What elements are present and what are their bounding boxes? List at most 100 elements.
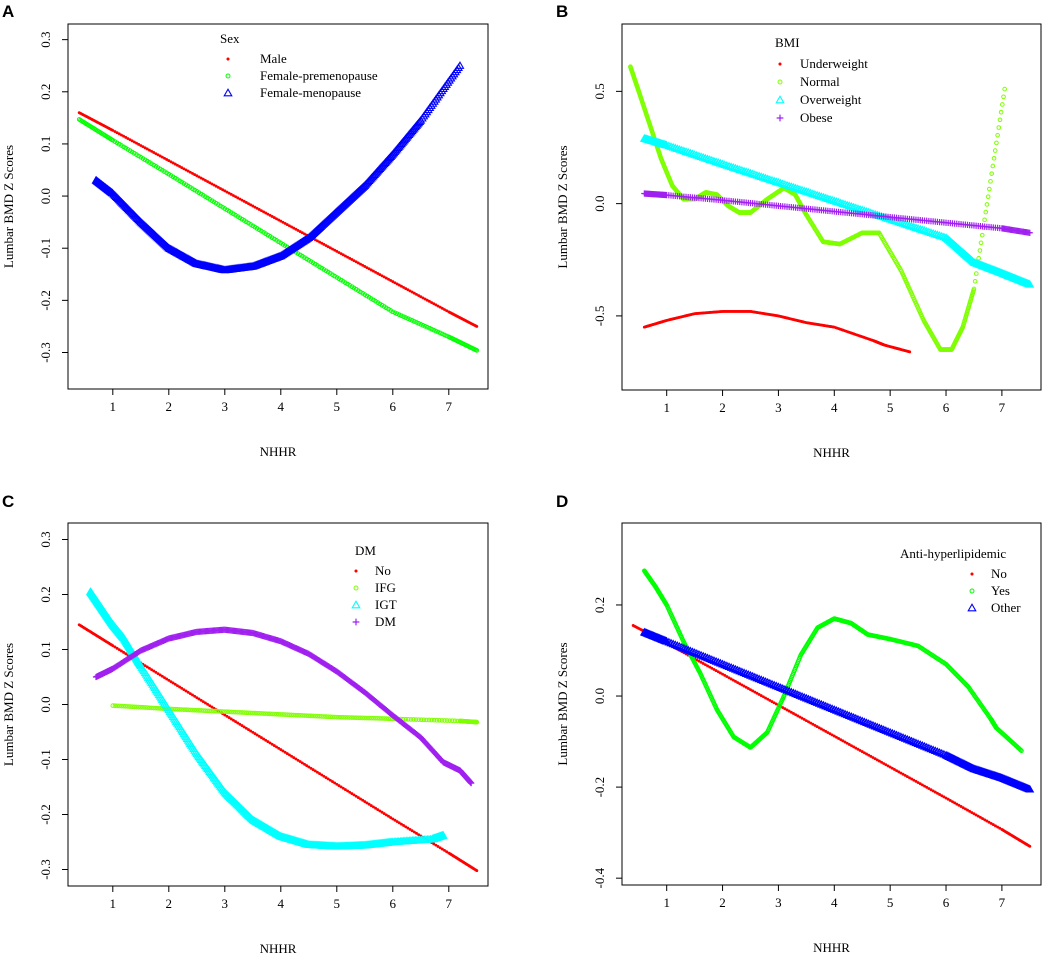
data-point — [150, 668, 153, 672]
data-point — [808, 696, 818, 705]
data-point — [752, 170, 762, 179]
y-tick-label: -0.3 — [38, 859, 53, 880]
data-point — [189, 257, 199, 266]
data-point — [368, 715, 374, 721]
legend-entry: DM — [375, 614, 396, 629]
data-point — [128, 138, 132, 142]
data-point — [445, 850, 449, 854]
data-point — [395, 820, 399, 823]
data-point — [250, 710, 256, 716]
data-point — [880, 760, 883, 764]
data-point — [824, 729, 828, 733]
data-point — [317, 713, 322, 719]
data-point — [946, 797, 950, 801]
legend-entry: No — [991, 566, 1007, 581]
data-point — [377, 716, 383, 721]
data-point — [352, 259, 356, 263]
data-point — [374, 806, 377, 810]
data-point — [147, 666, 151, 670]
data-point — [911, 738, 921, 747]
data-point — [181, 253, 191, 262]
data-point — [971, 286, 977, 292]
data-point — [328, 246, 332, 250]
data-point — [403, 716, 409, 722]
data-point — [440, 847, 444, 851]
data-point — [386, 716, 391, 721]
data-point — [786, 687, 796, 696]
x-tick-label: 4 — [278, 399, 285, 414]
data-point — [898, 733, 908, 741]
data-point — [174, 249, 183, 257]
data-point — [177, 707, 182, 712]
data-point — [257, 734, 261, 738]
data-point — [184, 255, 194, 263]
data-point — [718, 159, 728, 168]
data-point — [992, 148, 998, 153]
data-point — [774, 702, 778, 706]
data-point — [917, 740, 927, 749]
data-point — [268, 213, 272, 217]
data-point — [183, 707, 189, 713]
data-point — [932, 230, 942, 239]
data-point — [903, 773, 907, 777]
data-point — [823, 702, 833, 711]
data-point — [264, 738, 268, 742]
data-point — [735, 666, 745, 675]
data-point — [261, 711, 266, 716]
data-point — [813, 723, 817, 727]
data-point — [776, 683, 786, 691]
data-point — [670, 640, 680, 649]
panel-b: 1 2 3 4 5 6 7 -0.5 0.0 0.5 NHHR Lumbar BMD Z Scores… — [555, 23, 1042, 460]
data-point — [814, 698, 824, 707]
data-point — [666, 142, 676, 150]
data-point — [199, 176, 203, 180]
data-point — [436, 845, 440, 848]
data-point — [354, 260, 358, 264]
panel-a: 1 2 3 4 5 6 7 -0.3 -0.2 -0.1 0.0 0.1 0.2 0.3 NHHR Lumba… — [1, 23, 489, 459]
data-point — [814, 191, 824, 200]
data-point — [281, 749, 285, 753]
data-point — [765, 678, 775, 687]
data-point — [698, 651, 708, 660]
data-point — [350, 258, 354, 261]
data-point — [384, 813, 388, 817]
data-point — [887, 728, 897, 737]
data-point — [171, 161, 175, 165]
data-point — [923, 784, 926, 788]
data-point — [938, 793, 942, 796]
y-tick-label: 0.5 — [592, 83, 607, 99]
data-point — [475, 869, 479, 873]
data-point — [191, 171, 194, 175]
data-point — [119, 703, 124, 709]
data-point — [384, 276, 388, 280]
data-point — [336, 714, 342, 720]
data-point — [725, 675, 729, 678]
data-point — [157, 706, 163, 711]
data-point — [231, 718, 235, 722]
data-point — [854, 746, 858, 750]
data-point — [332, 714, 337, 720]
data-point — [303, 762, 306, 766]
data-point — [771, 681, 781, 690]
x-tick-label: 7 — [999, 400, 1006, 415]
data-point — [220, 709, 225, 714]
data-point — [800, 716, 804, 720]
data-point — [741, 167, 751, 176]
x-axis-label: NHHR — [813, 940, 850, 955]
data-point — [278, 712, 284, 717]
legend-entry: Female-premenopause — [260, 68, 378, 83]
data-point — [326, 245, 330, 249]
data-point — [376, 808, 380, 812]
y-tick-label: 0.0 — [38, 696, 53, 712]
data-point — [808, 189, 818, 198]
data-point — [374, 270, 377, 274]
data-point — [298, 230, 302, 233]
data-point — [356, 796, 360, 800]
data-point — [996, 825, 1000, 829]
data-point — [418, 717, 424, 723]
data-point — [743, 670, 753, 678]
legend-title: BMI — [775, 35, 800, 50]
data-point — [287, 753, 291, 757]
data-point — [890, 766, 894, 770]
data-point — [690, 648, 700, 656]
